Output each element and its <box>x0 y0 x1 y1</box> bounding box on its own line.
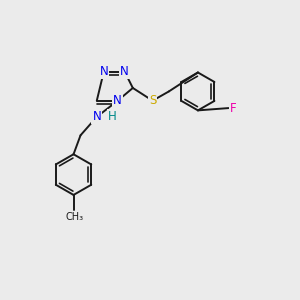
Text: N: N <box>113 94 122 107</box>
Text: H: H <box>107 110 116 123</box>
Text: F: F <box>230 102 236 115</box>
Text: N: N <box>92 110 101 123</box>
Text: N: N <box>99 65 108 78</box>
Text: S: S <box>149 94 156 107</box>
Text: CH₃: CH₃ <box>66 212 84 222</box>
Text: N: N <box>120 65 129 78</box>
